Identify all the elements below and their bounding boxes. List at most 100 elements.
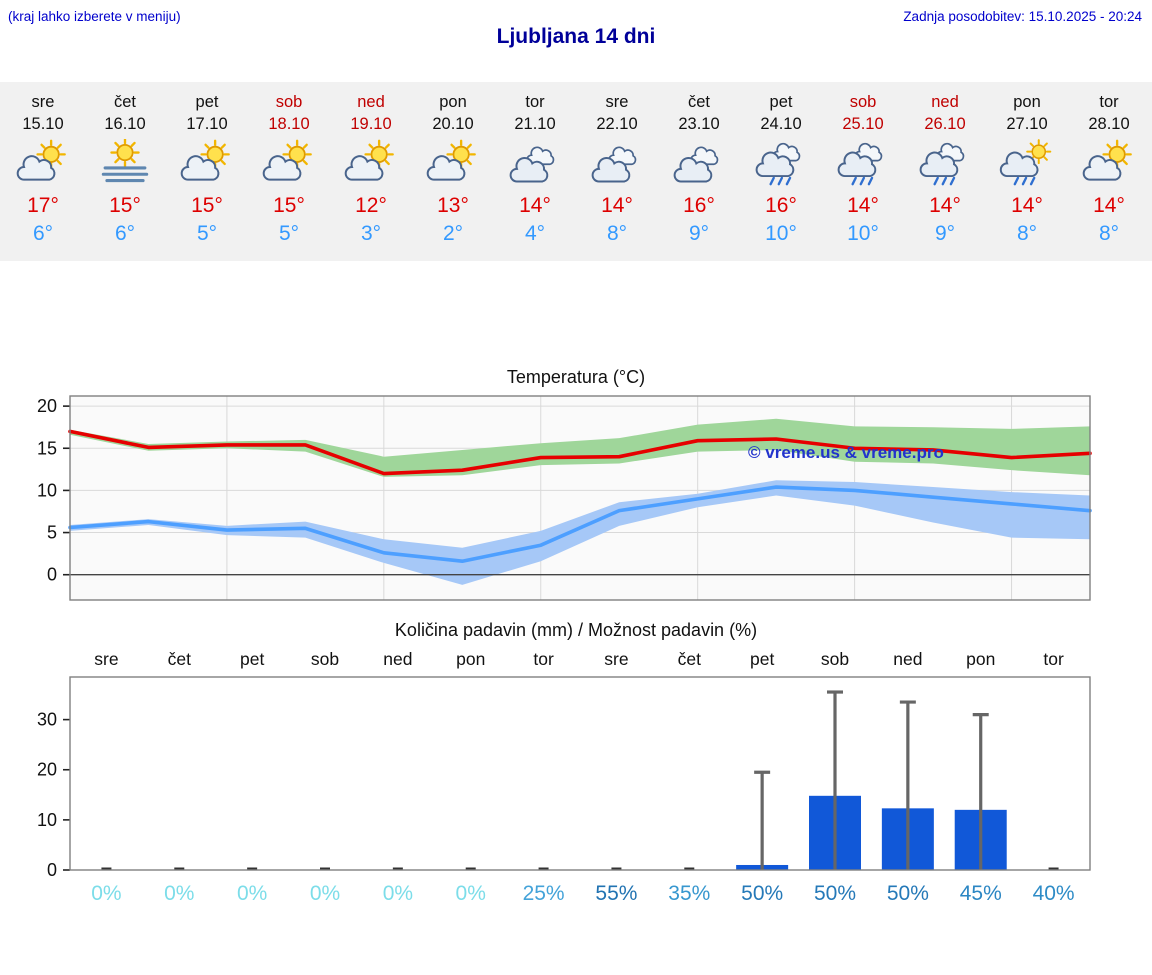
day-date: 19.10 bbox=[350, 115, 392, 133]
svg-text:10: 10 bbox=[37, 810, 57, 830]
day-date: 27.10 bbox=[1006, 115, 1048, 133]
day-name: sob bbox=[849, 93, 877, 111]
location-menu-hint[interactable]: (kraj lahko izberete v meniju) bbox=[8, 9, 181, 24]
low-temp: 9° bbox=[688, 222, 710, 245]
day-name: pet bbox=[195, 93, 219, 111]
high-temp: 14° bbox=[601, 194, 633, 217]
weather-page: (kraj lahko izberete v meniju) Zadnja po… bbox=[0, 0, 1152, 905]
top-bar: (kraj lahko izberete v meniju) Zadnja po… bbox=[0, 0, 1152, 24]
day-name: ned bbox=[931, 93, 959, 111]
day-date: 26.10 bbox=[924, 115, 966, 133]
precip-day-label: tor bbox=[533, 649, 554, 669]
precip-day-label: tor bbox=[1043, 649, 1064, 669]
high-temp: 12° bbox=[355, 194, 387, 217]
forecast-day[interactable]: pon 27.10 14° 8° bbox=[986, 93, 1068, 246]
partly-sunny-icon bbox=[342, 139, 400, 186]
precip-probability: 0% bbox=[164, 882, 195, 905]
svg-text:20: 20 bbox=[37, 760, 57, 780]
forecast-day[interactable]: pet 24.10 16° 10° bbox=[740, 93, 822, 246]
day-name: ned bbox=[357, 93, 385, 111]
precip-probability: 25% bbox=[522, 882, 565, 905]
high-temp: 17° bbox=[27, 194, 59, 217]
forecast-day[interactable]: tor 21.10 14° 4° bbox=[494, 93, 576, 246]
rain-icon bbox=[834, 139, 892, 186]
precip-day-label: čet bbox=[677, 649, 701, 669]
high-temp: 14° bbox=[929, 194, 961, 217]
rain-sun-icon bbox=[998, 139, 1056, 186]
partly-sunny-icon bbox=[1080, 139, 1138, 186]
day-date: 24.10 bbox=[760, 115, 802, 133]
page-title: Ljubljana 14 dni bbox=[496, 25, 656, 48]
high-temp: 15° bbox=[273, 194, 305, 217]
day-date: 17.10 bbox=[186, 115, 228, 133]
svg-text:© vreme.us & vreme.pro: © vreme.us & vreme.pro bbox=[748, 443, 944, 462]
day-date: 22.10 bbox=[596, 115, 638, 133]
day-date: 16.10 bbox=[104, 115, 146, 133]
low-temp: 4° bbox=[524, 222, 546, 245]
low-temp: 10° bbox=[765, 222, 797, 245]
high-temp: 16° bbox=[683, 194, 715, 217]
low-temp: 5° bbox=[196, 222, 218, 245]
day-date: 23.10 bbox=[678, 115, 720, 133]
forecast-day[interactable]: sre 15.10 17° 6° bbox=[2, 93, 84, 246]
low-temp: 5° bbox=[278, 222, 300, 245]
rain-icon bbox=[916, 139, 974, 186]
precip-probability: 50% bbox=[886, 882, 929, 905]
precip-probability: 50% bbox=[814, 882, 857, 905]
svg-text:0: 0 bbox=[47, 565, 57, 585]
forecast-day[interactable]: čet 23.10 16° 9° bbox=[658, 93, 740, 246]
forecast-day[interactable]: sob 18.10 15° 5° bbox=[248, 93, 330, 246]
svg-text:10: 10 bbox=[37, 480, 57, 500]
precip-day-label: sre bbox=[94, 649, 119, 669]
forecast-day[interactable]: tor 28.10 14° 8° bbox=[1068, 93, 1150, 246]
precipitation-chart: 0 10 20 30 bbox=[37, 676, 1091, 877]
high-temp: 14° bbox=[1011, 194, 1043, 217]
day-name: čet bbox=[113, 93, 136, 111]
cloudy-icon bbox=[670, 139, 728, 186]
forecast-day[interactable]: pet 17.10 15° 5° bbox=[166, 93, 248, 246]
low-temp: 9° bbox=[934, 222, 956, 245]
svg-text:15: 15 bbox=[37, 438, 57, 458]
day-name: pon bbox=[439, 93, 467, 111]
precip-probability: 35% bbox=[668, 882, 711, 905]
low-temp: 6° bbox=[114, 222, 136, 245]
precip-day-label: sob bbox=[820, 649, 850, 669]
forecast-day[interactable]: ned 19.10 12° 3° bbox=[330, 93, 412, 246]
precip-day-label: sob bbox=[310, 649, 340, 669]
svg-text:20: 20 bbox=[37, 396, 57, 416]
low-temp: 10° bbox=[847, 222, 879, 245]
precip-day-label: ned bbox=[383, 649, 413, 669]
day-date: 18.10 bbox=[268, 115, 310, 133]
forecast-day[interactable]: ned 26.10 14° 9° bbox=[904, 93, 986, 246]
precip-probability: 0% bbox=[309, 882, 341, 905]
cloudy-icon bbox=[506, 139, 564, 186]
day-name: sre bbox=[31, 93, 55, 111]
day-name: pon bbox=[1013, 93, 1041, 111]
forecast-strip: sre 15.10 17° 6° čet 16.10 15° 6° pet 17… bbox=[0, 82, 1152, 261]
precip-day-labels: sre čet pet sob ned pon tor sre čet pet sob ned pon t… bbox=[70, 649, 1090, 670]
day-name: tor bbox=[525, 93, 545, 111]
precip-probability: 0% bbox=[455, 882, 486, 905]
cloudy-icon bbox=[588, 139, 646, 186]
high-temp: 13° bbox=[437, 194, 469, 217]
temperature-chart: 0 5 10 15 20 © vreme.us & vreme.pro bbox=[37, 395, 1092, 601]
partly-sunny-icon bbox=[14, 139, 72, 186]
forecast-day[interactable]: pon 20.10 13° 2° bbox=[412, 93, 494, 246]
day-date: 15.10 bbox=[22, 115, 64, 133]
low-temp: 8° bbox=[606, 222, 628, 245]
forecast-day[interactable]: čet 16.10 15° 6° bbox=[84, 93, 166, 246]
high-temp: 14° bbox=[847, 194, 879, 217]
precip-probability: 50% bbox=[741, 882, 784, 905]
partly-sunny-icon bbox=[178, 139, 236, 186]
high-temp: 14° bbox=[519, 194, 551, 217]
low-temp: 3° bbox=[360, 222, 382, 245]
day-name: sob bbox=[275, 93, 303, 111]
rain-icon bbox=[752, 139, 810, 186]
low-temp: 8° bbox=[1016, 222, 1038, 245]
precip-day-label: pet bbox=[750, 649, 775, 669]
forecast-day[interactable]: sre 22.10 14° 8° bbox=[576, 93, 658, 246]
precip-probability: 55% bbox=[595, 882, 638, 905]
precip-day-label: ned bbox=[893, 649, 923, 669]
forecast-day[interactable]: sob 25.10 14° 10° bbox=[822, 93, 904, 246]
day-name: tor bbox=[1099, 93, 1119, 111]
